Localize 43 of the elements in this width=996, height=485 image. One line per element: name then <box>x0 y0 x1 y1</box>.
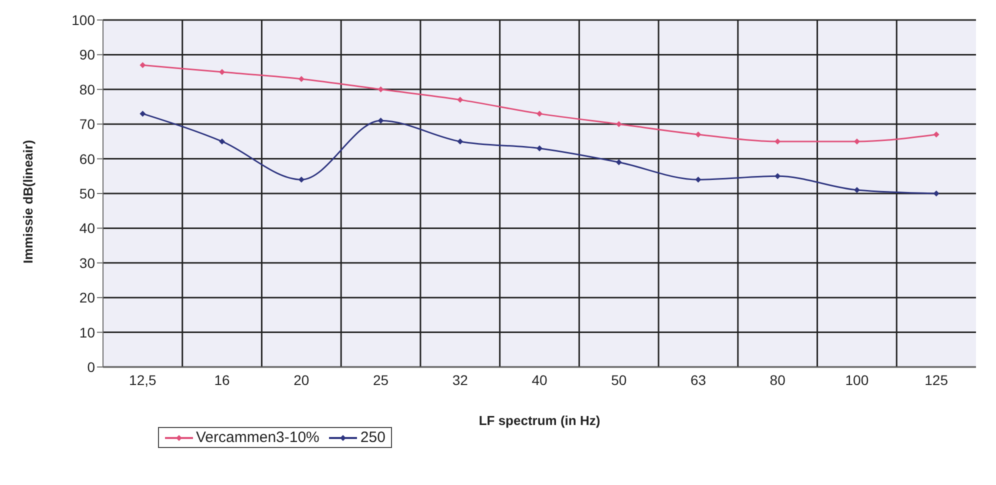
point <box>457 138 464 144</box>
y-tick-label: 30 <box>79 254 96 271</box>
x-tick-label: 63 <box>690 372 706 388</box>
legend-label: 250 <box>359 429 386 446</box>
point <box>536 110 542 117</box>
point <box>854 187 860 194</box>
x-tick-label: 25 <box>372 372 389 388</box>
x-tick-label: 40 <box>532 372 548 388</box>
point <box>378 86 384 92</box>
legend-label: Vercammen3-10% <box>195 429 320 446</box>
x-tick-label: 125 <box>924 372 948 388</box>
point <box>298 76 304 82</box>
y-tick-label: 100 <box>72 12 96 28</box>
point <box>140 110 146 117</box>
x-tick-label: 100 <box>845 372 869 388</box>
x-axis-title: LF spectrum (in Hz) <box>478 413 600 428</box>
point <box>378 118 384 124</box>
x-tick-label: 80 <box>770 372 786 388</box>
point <box>616 121 622 128</box>
point <box>933 132 940 138</box>
point <box>140 62 146 68</box>
y-tick-label: 60 <box>79 150 96 167</box>
y-tick-label: 40 <box>79 220 96 236</box>
point <box>219 138 226 144</box>
x-tick-label: 12,5 <box>129 372 157 388</box>
point <box>457 96 464 103</box>
y-tick-label: 50 <box>79 185 96 202</box>
point <box>536 145 542 152</box>
point <box>616 159 622 166</box>
y-axis-title: Immissie dB(lineair) <box>20 140 36 264</box>
y-tick-label: 10 <box>79 324 96 340</box>
x-tick-label: 20 <box>294 372 310 388</box>
x-tick-label: 16 <box>214 372 230 388</box>
point <box>695 132 702 138</box>
x-tick-label: 32 <box>452 372 468 388</box>
y-tick-label: 90 <box>79 46 96 63</box>
point <box>695 176 702 183</box>
y-tick-label: 0 <box>87 358 96 375</box>
y-tick-label: 20 <box>79 290 96 306</box>
x-tick-label: 50 <box>611 372 627 388</box>
point <box>298 176 304 183</box>
y-tick-label: 80 <box>79 81 96 98</box>
y-tick-label: 70 <box>79 116 96 132</box>
